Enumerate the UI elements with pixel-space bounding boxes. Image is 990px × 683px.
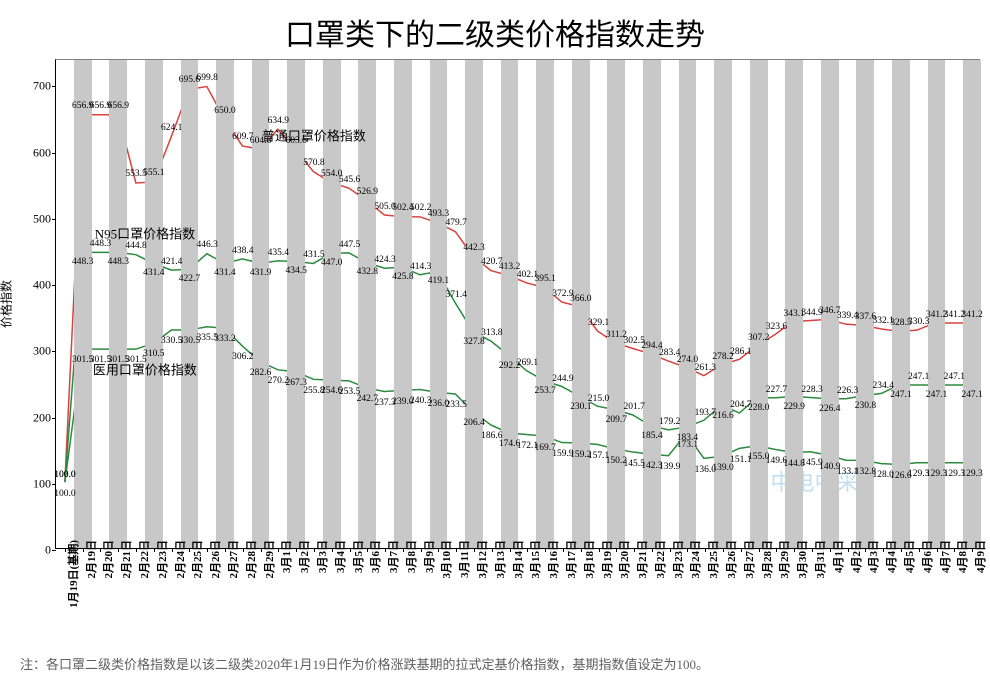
background-stripe xyxy=(785,60,803,548)
x-tick-label: 3月17日 xyxy=(563,540,579,579)
y-tick-label: 300 xyxy=(16,344,51,359)
x-tick-label: 3月9日 xyxy=(421,540,437,573)
y-axis-label: 价格指数 xyxy=(0,280,15,328)
x-tick-label: 3月15日 xyxy=(527,540,543,579)
background-stripe xyxy=(145,60,163,548)
x-tick-label: 3月21日 xyxy=(634,540,650,579)
y-tick-label: 700 xyxy=(16,79,51,94)
background-stripe xyxy=(714,60,732,548)
x-tick-label: 3月23日 xyxy=(670,540,686,579)
x-tick-label: 3月4日 xyxy=(332,540,348,573)
x-tick-label: 2月27日 xyxy=(225,540,241,579)
y-tick-label: 0 xyxy=(16,543,51,558)
chart-title: 口罩类下的二级类价格指数走势 xyxy=(0,10,990,54)
x-tick-label: 4月9日 xyxy=(972,540,988,573)
background-stripe xyxy=(643,60,661,548)
x-tick-label: 4月3日 xyxy=(865,540,881,573)
background-stripe xyxy=(465,60,483,548)
background-stripe xyxy=(856,60,874,548)
y-tick-label: 200 xyxy=(16,410,51,425)
x-tick-label: 3月22日 xyxy=(652,540,668,579)
background-stripe xyxy=(394,60,412,548)
x-tick-label: 4月2日 xyxy=(848,540,864,573)
series-label: 普通口罩价格指数 xyxy=(262,125,366,144)
background-stripe xyxy=(216,60,234,548)
x-tick-label: 3月10日 xyxy=(438,540,454,579)
x-tick-label: 3月18日 xyxy=(581,540,597,579)
background-stripe xyxy=(679,60,697,548)
background-stripe xyxy=(536,60,554,548)
x-tick-label: 2月22日 xyxy=(136,540,152,579)
x-tick-label: 3月31日 xyxy=(812,540,828,579)
x-tick-label: 2月19日 xyxy=(83,540,99,579)
x-tick-label: 3月13日 xyxy=(492,540,508,579)
x-tick-label: 3月24日 xyxy=(687,540,703,579)
footnote: 注：各口罩二级类价格指数是以该二级类2020年1月19日作为价格涨跌基期的拉式定… xyxy=(20,654,970,673)
background-stripe xyxy=(572,60,590,548)
y-tick-label: 600 xyxy=(16,145,51,160)
x-tick-label: 3月3日 xyxy=(314,540,330,573)
background-stripe xyxy=(963,60,981,548)
series-label: N95口罩价格指数 xyxy=(95,224,195,243)
y-tick-label: 100 xyxy=(16,476,51,491)
x-tick-label: 3月28日 xyxy=(759,540,775,579)
x-tick-label: 3月7日 xyxy=(385,540,401,573)
x-tick-label: 3月25日 xyxy=(705,540,721,579)
x-tick-label: 3月1日 xyxy=(278,540,294,573)
x-tick-label: 2月29日 xyxy=(261,540,277,579)
x-tick-label: 3月29日 xyxy=(776,540,792,579)
x-tick-label: 4月7日 xyxy=(937,540,953,573)
background-stripe xyxy=(109,60,127,548)
y-tick-label: 400 xyxy=(16,278,51,293)
x-tick-label: 3月26日 xyxy=(723,540,739,579)
background-stripe xyxy=(607,60,625,548)
x-tick-label: 2月21日 xyxy=(118,540,134,579)
x-tick-label: 2月24日 xyxy=(172,540,188,579)
x-tick-label: 3月27日 xyxy=(741,540,757,579)
background-stripe xyxy=(501,60,519,548)
x-tick-label: 3月16日 xyxy=(545,540,561,579)
plot-area: 价格指数 中电中采 01002003004005006007001月19日(基期… xyxy=(55,59,980,549)
x-tick-label: 2月25日 xyxy=(189,540,205,579)
x-tick-label: 3月2日 xyxy=(296,540,312,573)
x-tick-label: 3月6日 xyxy=(367,540,383,573)
background-stripe xyxy=(181,60,199,548)
x-tick-label: 1月19日(基期) xyxy=(65,540,81,608)
x-tick-label: 4月5日 xyxy=(901,540,917,573)
background-stripe xyxy=(892,60,910,548)
x-tick-label: 2月23日 xyxy=(154,540,170,579)
x-tick-label: 4月8日 xyxy=(954,540,970,573)
x-tick-label: 4月4日 xyxy=(883,540,899,573)
x-tick-label: 2月20日 xyxy=(100,540,116,579)
chart-container: 口罩类下的二级类价格指数走势 价格指数 中电中采 010020030040050… xyxy=(0,10,990,673)
x-tick-label: 4月1日 xyxy=(830,540,846,573)
x-tick-label: 3月30日 xyxy=(794,540,810,579)
x-tick-label: 2月28日 xyxy=(243,540,259,579)
x-tick-label: 3月20日 xyxy=(616,540,632,579)
background-stripe xyxy=(750,60,768,548)
x-tick-label: 3月8日 xyxy=(403,540,419,573)
y-tick-label: 500 xyxy=(16,211,51,226)
background-stripe xyxy=(74,60,92,548)
background-stripe xyxy=(430,60,448,548)
x-tick-label: 3月5日 xyxy=(350,540,366,573)
background-stripe xyxy=(928,60,946,548)
x-tick-label: 3月14日 xyxy=(510,540,526,579)
x-tick-label: 4月6日 xyxy=(919,540,935,573)
x-tick-label: 3月19日 xyxy=(599,540,615,579)
x-tick-label: 3月11日 xyxy=(456,540,472,578)
series-label: 医用口罩价格指数 xyxy=(93,360,197,379)
background-stripe xyxy=(821,60,839,548)
x-tick-label: 3月12日 xyxy=(474,540,490,579)
x-tick-label: 2月26日 xyxy=(207,540,223,579)
